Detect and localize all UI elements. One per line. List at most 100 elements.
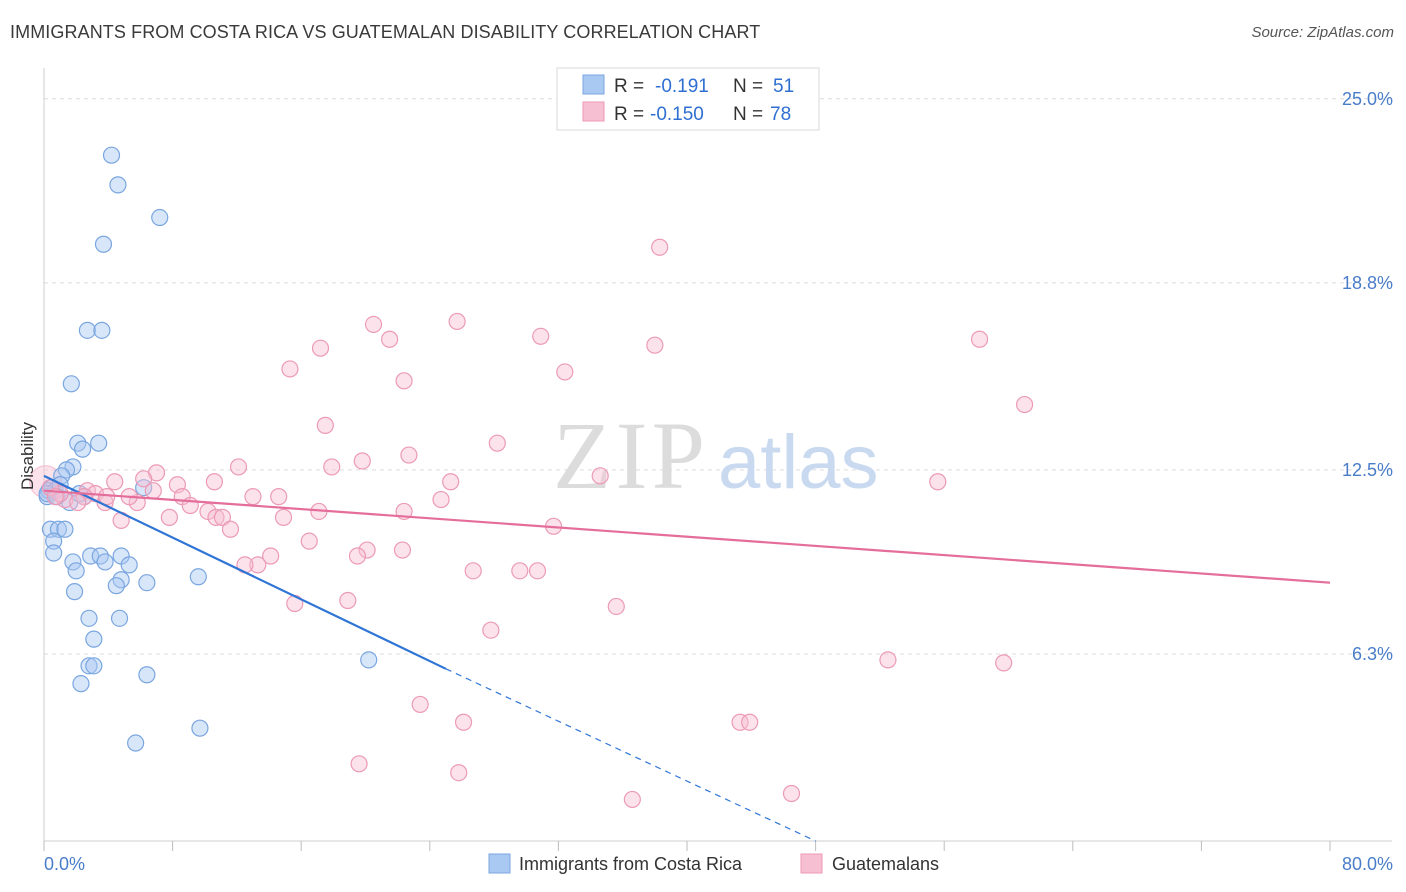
watermark: ZIP atlas [553, 402, 879, 509]
point-1-67 [741, 713, 759, 731]
point-1-8 [281, 360, 299, 378]
point-0-3 [94, 235, 113, 253]
point-1-51 [348, 547, 367, 565]
legend-r-label-1: R = [614, 76, 644, 97]
point-1-10 [395, 372, 413, 390]
point-1-13 [488, 434, 506, 452]
x-tick-label-0: 0.0% [44, 854, 85, 874]
point-1-26 [144, 482, 162, 500]
bottom-legend-swatch-costa-rica [488, 853, 511, 874]
legend-n-label-2: N = [733, 104, 763, 125]
point-0-23 [45, 532, 63, 550]
point-1-70 [623, 790, 641, 809]
point-1-2 [364, 315, 383, 334]
bottom-legend-swatch-guatemalans [800, 853, 823, 874]
y-tick-label-3: 6.3% [1352, 644, 1393, 664]
y-tick-label-2: 12.5% [1342, 460, 1393, 480]
point-1-76 [69, 493, 87, 512]
point-0-2 [151, 208, 169, 227]
point-1-65 [454, 713, 473, 731]
point-1-62 [879, 651, 897, 669]
point-1-55 [464, 562, 482, 580]
point-1-4 [381, 330, 399, 348]
point-1-43 [160, 508, 178, 526]
point-0-36 [65, 583, 84, 601]
point-0-1 [109, 176, 127, 194]
point-1-72 [51, 485, 69, 503]
point-0-22 [56, 520, 74, 538]
point-1-41 [207, 508, 225, 526]
point-0-28 [64, 553, 82, 571]
source-credit: Source: ZipAtlas.com [1251, 24, 1394, 41]
point-0-32 [189, 568, 207, 586]
point-0-31 [67, 562, 85, 580]
trend-line-0 [43, 474, 447, 670]
point-1-69 [450, 764, 468, 782]
legend-swatch-guatemalans [582, 101, 605, 122]
point-1-16 [323, 458, 341, 476]
point-1-18 [591, 467, 609, 485]
point-0-46 [127, 734, 145, 752]
point-1-50 [393, 541, 412, 559]
point-1-33 [270, 488, 288, 506]
point-1-36 [432, 490, 450, 509]
point-1-58 [339, 591, 357, 610]
point-0-34 [138, 574, 156, 592]
point-1-20 [135, 470, 153, 488]
point-1-44 [274, 508, 293, 526]
tick-labels: 25.0% 18.8% 12.5% 6.3% 0.0% 80.0% [44, 89, 1393, 874]
bottom-legend-label-guatemalans: Guatemalans [832, 854, 939, 874]
legend-n-value-1: 51 [773, 76, 794, 97]
point-0-24 [45, 544, 63, 562]
legend-swatch-costa-rica [582, 74, 605, 95]
point-1-61 [482, 621, 500, 639]
point-0-45 [191, 719, 209, 737]
point-0-30 [120, 556, 138, 574]
point-1-47 [221, 520, 240, 538]
watermark-atlas: atlas [718, 420, 879, 505]
point-1-49 [358, 541, 376, 559]
y-tick-label-1: 18.8% [1342, 273, 1393, 293]
y-axis-title: Disability [18, 421, 37, 490]
point-0-6 [62, 375, 80, 393]
point-1-7 [970, 330, 989, 348]
point-1-1 [448, 312, 466, 331]
point-1-32 [244, 488, 262, 506]
point-1-17 [229, 458, 248, 476]
y-tick-label-0: 25.0% [1342, 89, 1393, 109]
legend-top: R = -0.191 N = 51 R = -0.150 N = 78 [556, 67, 820, 131]
series-1 [41, 238, 1034, 809]
point-0-40 [80, 657, 98, 675]
legend-n-label-1: N = [733, 76, 763, 97]
point-1-12 [316, 416, 334, 434]
point-1-60 [607, 597, 625, 616]
legend-r-value-2: -0.150 [650, 104, 704, 125]
trend-line-1 [43, 489, 1331, 584]
point-0-8 [90, 434, 108, 452]
point-0-38 [110, 609, 129, 627]
legend-r-label-2: R = [614, 104, 644, 125]
legend-r-value-1: -0.191 [655, 76, 709, 97]
point-0-44 [360, 651, 378, 669]
point-1-63 [995, 654, 1013, 672]
trend-layer [43, 474, 1331, 842]
point-1-15 [353, 452, 371, 470]
point-1-48 [300, 532, 318, 550]
point-0-35 [107, 577, 125, 595]
point-1-57 [528, 562, 547, 580]
point-1-6 [646, 336, 664, 354]
point-1-21 [106, 473, 124, 491]
point-0-43 [72, 675, 90, 693]
point-0-5 [93, 321, 111, 339]
point-1-53 [249, 556, 267, 574]
trend-extension-0 [445, 668, 816, 842]
chart-title: IMMIGRANTS FROM COSTA RICA VS GUATEMALAN… [10, 22, 761, 42]
bottom-legend-label-costa-rica: Immigrants from Costa Rica [519, 854, 743, 874]
point-1-56 [511, 562, 529, 580]
point-1-52 [262, 547, 280, 565]
point-1-66 [731, 713, 749, 731]
point-1-68 [350, 755, 368, 773]
point-0-25 [82, 547, 100, 565]
axes [43, 68, 1392, 851]
